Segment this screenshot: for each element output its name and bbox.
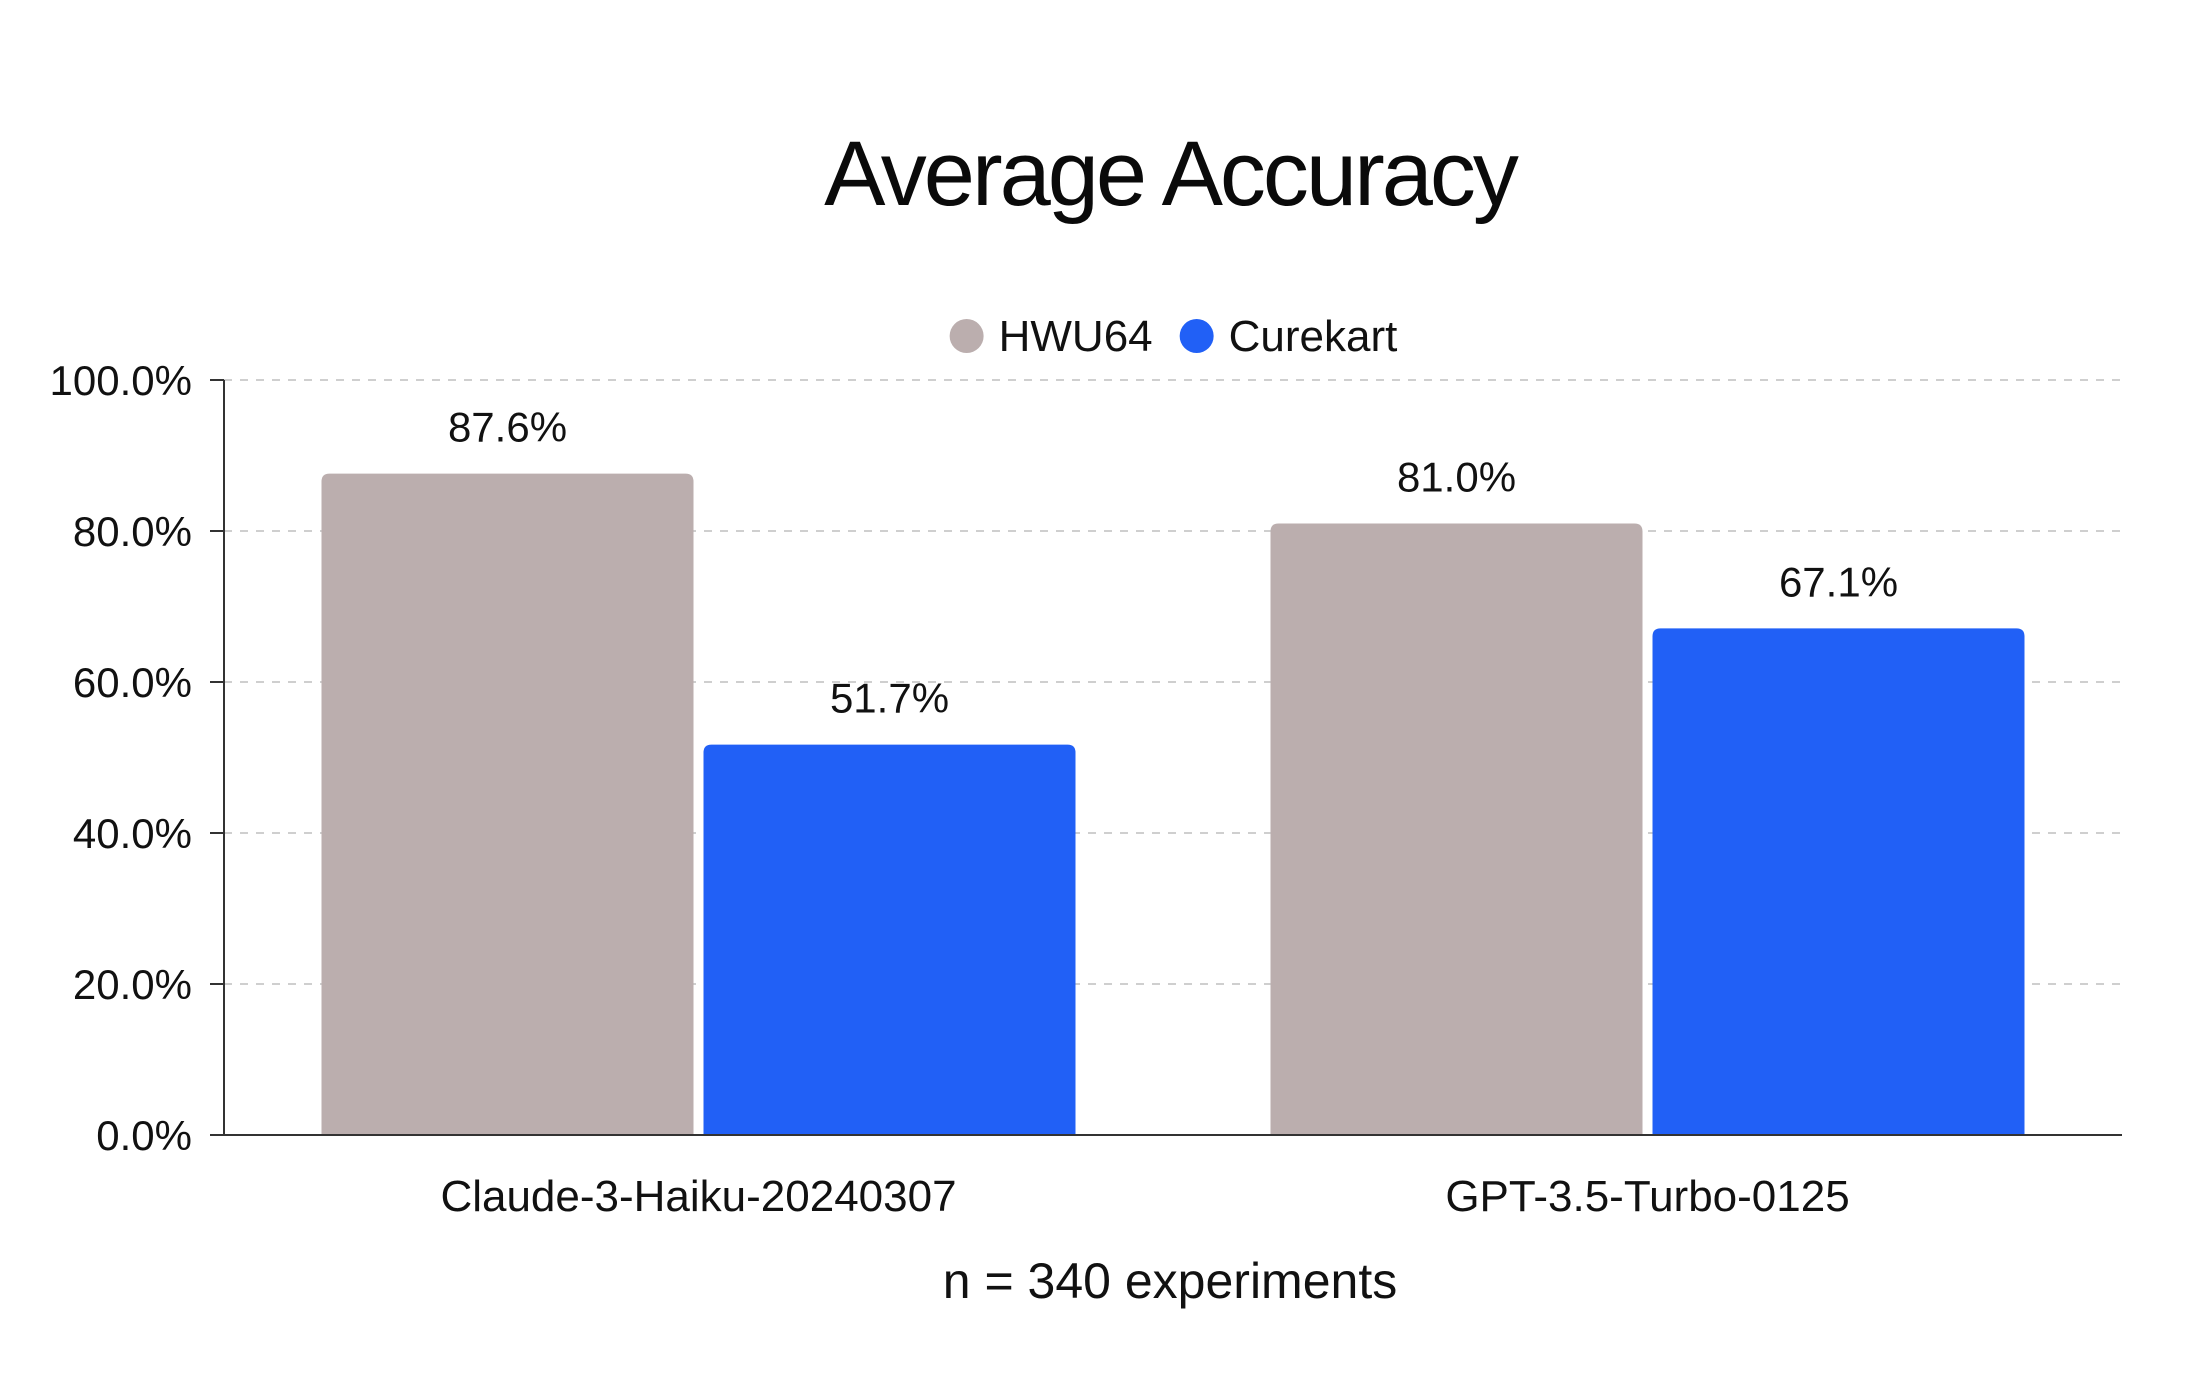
legend: HWU64 Curekart: [949, 312, 1398, 361]
bar-hwu64-1: [321, 473, 694, 1135]
x-axis-title: n = 340 experiments: [943, 1253, 1397, 1309]
y-tick-label: 40.0%: [73, 810, 192, 857]
y-tick-label: 100.0%: [50, 357, 192, 404]
x-category-label: Claude-3-Haiku-20240307: [440, 1172, 956, 1221]
legend-swatch: [949, 319, 984, 353]
legend-label: HWU64: [999, 312, 1153, 361]
bar-data-labels: 87.6% 51.7% 81.0% 67.1%: [448, 404, 1898, 722]
legend-label: Curekart: [1229, 312, 1398, 361]
x-axis-category-labels: Claude-3-Haiku-20240307 GPT-3.5-Turbo-012…: [440, 1172, 1849, 1221]
bars: [321, 473, 2025, 1135]
bar-hwu64-2: [1270, 523, 1643, 1135]
bar-data-label: 87.6%: [448, 404, 567, 451]
bar-data-label: 67.1%: [1779, 558, 1898, 605]
y-tick-label: 60.0%: [73, 659, 192, 706]
bar-curekart-2: [1652, 628, 2025, 1135]
chart-title: Average Accuracy: [824, 123, 1519, 225]
bar-data-label: 81.0%: [1397, 453, 1516, 500]
y-tick-label: 20.0%: [73, 961, 192, 1008]
bar-curekart-1: [703, 744, 1076, 1135]
grid-lines: [224, 379, 2122, 985]
y-tick-label: 80.0%: [73, 508, 192, 555]
legend-swatch: [1179, 319, 1214, 353]
y-tick-label: 0.0%: [96, 1112, 192, 1159]
legend-item-curekart: Curekart: [1179, 312, 1398, 361]
x-category-label: GPT-3.5-Turbo-0125: [1445, 1172, 1849, 1221]
y-axis-ticks: 0.0% 20.0% 40.0% 60.0% 80.0% 100.0%: [50, 357, 224, 1159]
bar-data-label: 51.7%: [830, 675, 949, 722]
legend-item-hwu64: HWU64: [949, 312, 1153, 361]
